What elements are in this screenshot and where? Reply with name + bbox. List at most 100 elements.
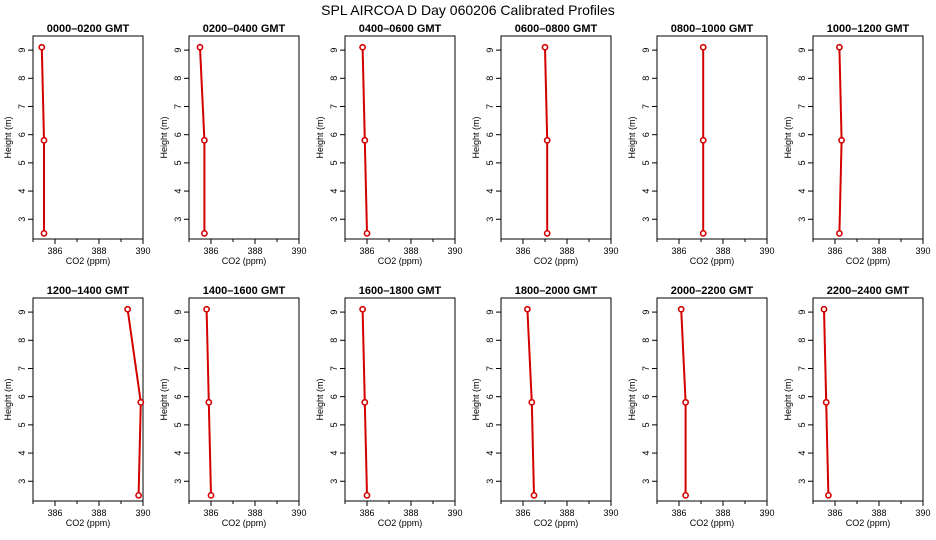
x-axis-label: CO2 (ppm) xyxy=(378,518,423,528)
y-tick-label: 9 xyxy=(17,310,27,315)
profile-point xyxy=(205,398,213,406)
x-tick-label: 390 xyxy=(759,508,774,518)
x-tick-label: 390 xyxy=(135,508,150,518)
y-tick-label: 6 xyxy=(485,132,495,137)
y-tick-label: 7 xyxy=(797,366,807,371)
profile-panel: 2000–2200 GMT 386 388 390 3 4 5 6 7 8 9 CO2 (ppm) He… xyxy=(627,285,775,528)
profile-panel: 0200–0400 GMT 386 388 390 3 4 5 6 7 8 9 CO2 (ppm) He… xyxy=(159,23,307,266)
plot-frame xyxy=(188,297,300,502)
profile-point xyxy=(682,398,689,406)
y-tick-label: 3 xyxy=(797,217,807,222)
profile-point xyxy=(359,305,366,313)
profile-panel: 1200–1400 GMT 386 388 390 3 4 5 6 7 8 9 CO2 (ppm) He… xyxy=(3,285,151,528)
y-tick-label: 4 xyxy=(17,451,27,456)
y-tick-label: 6 xyxy=(17,132,27,137)
profile-point xyxy=(207,491,215,499)
y-tick-label: 3 xyxy=(485,479,495,484)
x-tick-label: 388 xyxy=(715,508,730,518)
y-tick-label: 8 xyxy=(173,76,183,81)
y-tick-label: 8 xyxy=(173,338,183,343)
y-tick-label: 4 xyxy=(485,451,495,456)
y-tick-label: 5 xyxy=(173,160,183,165)
x-tick-label: 386 xyxy=(203,246,218,256)
x-axis-label: CO2 (ppm) xyxy=(846,256,891,266)
panel-title: 1600–1800 GMT xyxy=(359,285,442,297)
panel-title: 1000–1200 GMT xyxy=(827,23,910,35)
y-tick-label: 6 xyxy=(641,394,651,399)
y-tick-label: 3 xyxy=(485,217,495,222)
x-axis-label: CO2 (ppm) xyxy=(222,518,267,528)
x-tick-label: 388 xyxy=(403,246,418,256)
profile-point xyxy=(359,43,366,51)
y-tick-label: 7 xyxy=(641,366,651,371)
plot-frame xyxy=(500,35,612,240)
x-tick-label: 388 xyxy=(91,508,106,518)
y-tick-label: 7 xyxy=(485,366,495,371)
x-tick-label: 390 xyxy=(291,508,306,518)
profile-point xyxy=(200,136,208,144)
y-tick-label: 9 xyxy=(485,310,495,315)
plot-frame xyxy=(32,297,144,502)
y-tick-label: 4 xyxy=(641,451,651,456)
y-tick-label: 9 xyxy=(17,48,27,53)
profile-point xyxy=(124,305,131,313)
panel-title: 0000–0200 GMT xyxy=(47,23,130,35)
plot-frame xyxy=(32,35,144,240)
y-tick-label: 5 xyxy=(485,422,495,427)
x-tick-label: 390 xyxy=(603,246,618,256)
profile-point xyxy=(699,229,707,237)
y-tick-label: 3 xyxy=(329,217,339,222)
profile-point xyxy=(530,491,538,499)
x-axis-label: CO2 (ppm) xyxy=(846,518,891,528)
y-tick-label: 7 xyxy=(17,104,27,109)
x-tick-label: 386 xyxy=(827,246,842,256)
y-tick-label: 7 xyxy=(173,366,183,371)
y-tick-label: 3 xyxy=(797,479,807,484)
x-tick-label: 390 xyxy=(291,246,306,256)
y-tick-label: 5 xyxy=(329,160,339,165)
y-tick-label: 7 xyxy=(641,104,651,109)
x-tick-label: 386 xyxy=(515,508,530,518)
y-tick-label: 9 xyxy=(329,48,339,53)
y-tick-label: 5 xyxy=(641,422,651,427)
y-tick-label: 8 xyxy=(485,76,495,81)
plot-frame xyxy=(344,297,456,502)
profile-panel: 2200–2400 GMT 386 388 390 3 4 5 6 7 8 9 CO2 (ppm) He… xyxy=(783,285,931,528)
y-tick-label: 6 xyxy=(173,132,183,137)
y-tick-label: 4 xyxy=(173,189,183,194)
x-axis-label: CO2 (ppm) xyxy=(690,518,735,528)
profile-point xyxy=(838,136,845,144)
y-tick-label: 3 xyxy=(173,479,183,484)
x-axis-label: CO2 (ppm) xyxy=(534,518,579,528)
y-tick-label: 7 xyxy=(329,104,339,109)
y-tick-label: 6 xyxy=(173,394,183,399)
y-tick-label: 8 xyxy=(329,76,339,81)
x-tick-label: 390 xyxy=(447,246,462,256)
profile-point xyxy=(196,43,204,51)
y-tick-label: 6 xyxy=(641,132,651,137)
profile-point xyxy=(820,305,828,313)
panel-title: 2000–2200 GMT xyxy=(671,285,754,297)
panel-title: 1400–1600 GMT xyxy=(203,285,286,297)
panel-title: 1800–2000 GMT xyxy=(515,285,598,297)
y-tick-label: 8 xyxy=(17,76,27,81)
y-tick-label: 4 xyxy=(641,189,651,194)
x-tick-label: 386 xyxy=(671,508,686,518)
y-tick-label: 7 xyxy=(485,104,495,109)
x-tick-label: 386 xyxy=(359,246,374,256)
profile-panel: 1000–1200 GMT 386 388 390 3 4 5 6 7 8 9 CO2 (ppm) He… xyxy=(783,23,931,266)
profile-panel: 1400–1600 GMT 386 388 390 3 4 5 6 7 8 9 CO2 (ppm) He… xyxy=(159,285,307,528)
plot-frame xyxy=(656,297,768,502)
figure-title: SPL AIRCOA D Day 060206 Calibrated Profi… xyxy=(321,2,615,18)
profile-point xyxy=(200,229,208,237)
y-tick-label: 3 xyxy=(641,479,651,484)
x-axis-label: CO2 (ppm) xyxy=(534,256,579,266)
profile-panel: 0600–0800 GMT 386 388 390 3 4 5 6 7 8 9 CO2 (ppm) He… xyxy=(471,23,619,266)
x-tick-label: 388 xyxy=(247,246,262,256)
y-tick-label: 8 xyxy=(485,338,495,343)
profile-point xyxy=(543,136,551,144)
x-tick-label: 388 xyxy=(871,508,886,518)
profile-point xyxy=(528,398,536,406)
profile-panel: 1600–1800 GMT 386 388 390 3 4 5 6 7 8 9 CO2 (ppm) He… xyxy=(315,285,463,528)
y-tick-label: 9 xyxy=(641,48,651,53)
